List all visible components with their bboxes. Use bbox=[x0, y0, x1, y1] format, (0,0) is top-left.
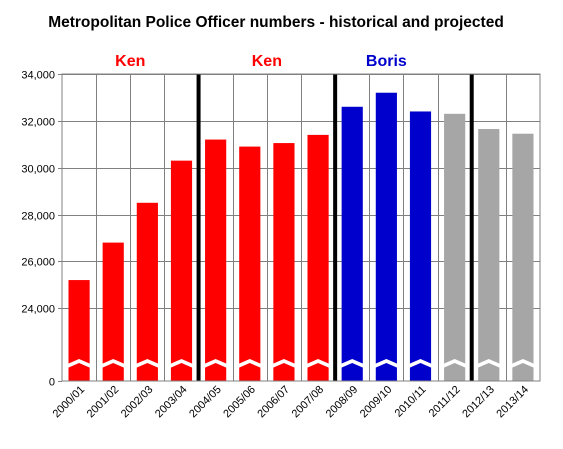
y-tick-label: 30,000 bbox=[21, 164, 55, 176]
x-tick-label: 2009/10 bbox=[358, 384, 395, 421]
x-tick-label: 2011/12 bbox=[427, 384, 463, 420]
axis-break-mark bbox=[272, 359, 296, 368]
bar bbox=[170, 160, 193, 381]
x-tick-label: 2003/04 bbox=[153, 384, 190, 421]
bar bbox=[102, 242, 124, 381]
axis-break-mark bbox=[238, 359, 262, 368]
axis-break-mark bbox=[204, 359, 228, 368]
y-tick-label: 26,000 bbox=[21, 257, 55, 269]
bar bbox=[375, 92, 397, 381]
axis-break-mark bbox=[408, 359, 433, 368]
x-tick-label: 2008/09 bbox=[324, 384, 361, 421]
bar bbox=[273, 143, 295, 381]
era-label: Boris bbox=[366, 53, 407, 70]
bar bbox=[68, 280, 90, 381]
y-tick-label: 34,000 bbox=[21, 70, 55, 82]
bar bbox=[409, 111, 432, 381]
axis-break-mark bbox=[135, 359, 159, 368]
bar bbox=[341, 106, 363, 382]
x-tick-label: 2002/03 bbox=[119, 384, 156, 421]
y-tick-label: 0 bbox=[49, 377, 55, 389]
chart-title: Metropolitan Police Officer numbers - hi… bbox=[48, 14, 504, 31]
y-tick-label: 24,000 bbox=[21, 304, 55, 316]
x-tick-label: 2010/11 bbox=[393, 384, 429, 420]
axis-break-mark bbox=[443, 359, 467, 368]
axis-break-mark bbox=[101, 359, 125, 368]
axis-break-mark bbox=[477, 359, 501, 368]
bar bbox=[205, 139, 227, 381]
era-label: Ken bbox=[252, 53, 282, 70]
axis-break-mark bbox=[340, 359, 364, 368]
axis-break-mark bbox=[511, 359, 535, 368]
bar bbox=[307, 134, 329, 381]
bars bbox=[67, 92, 535, 382]
x-tick-label: 2007/08 bbox=[290, 384, 327, 421]
bar bbox=[136, 202, 158, 381]
era-dividers bbox=[196, 74, 474, 381]
era-label: Ken bbox=[115, 53, 145, 70]
y-tick-label: 28,000 bbox=[21, 211, 55, 223]
x-tick-label: 2000/01 bbox=[51, 384, 88, 421]
bar bbox=[239, 146, 261, 381]
gridlines bbox=[62, 74, 540, 381]
axes bbox=[58, 73, 541, 382]
axis-break-mark bbox=[306, 359, 330, 368]
bar bbox=[478, 129, 500, 381]
x-tick-label: 2004/05 bbox=[187, 384, 224, 421]
x-tick-label: 2006/07 bbox=[255, 384, 292, 421]
plot-border bbox=[61, 73, 541, 382]
axis-break-mark bbox=[374, 359, 398, 368]
x-tick-label: 2005/06 bbox=[221, 384, 258, 421]
x-tick-label: 2013/14 bbox=[494, 384, 531, 421]
y-tick-label: 32,000 bbox=[21, 117, 55, 129]
axis-break-mark bbox=[169, 359, 194, 368]
x-tick-label: 2001/02 bbox=[85, 384, 122, 421]
x-tick-label: 2012/13 bbox=[460, 384, 497, 421]
bar bbox=[444, 113, 466, 381]
bar bbox=[512, 133, 534, 381]
axis-break-mark bbox=[67, 359, 91, 368]
